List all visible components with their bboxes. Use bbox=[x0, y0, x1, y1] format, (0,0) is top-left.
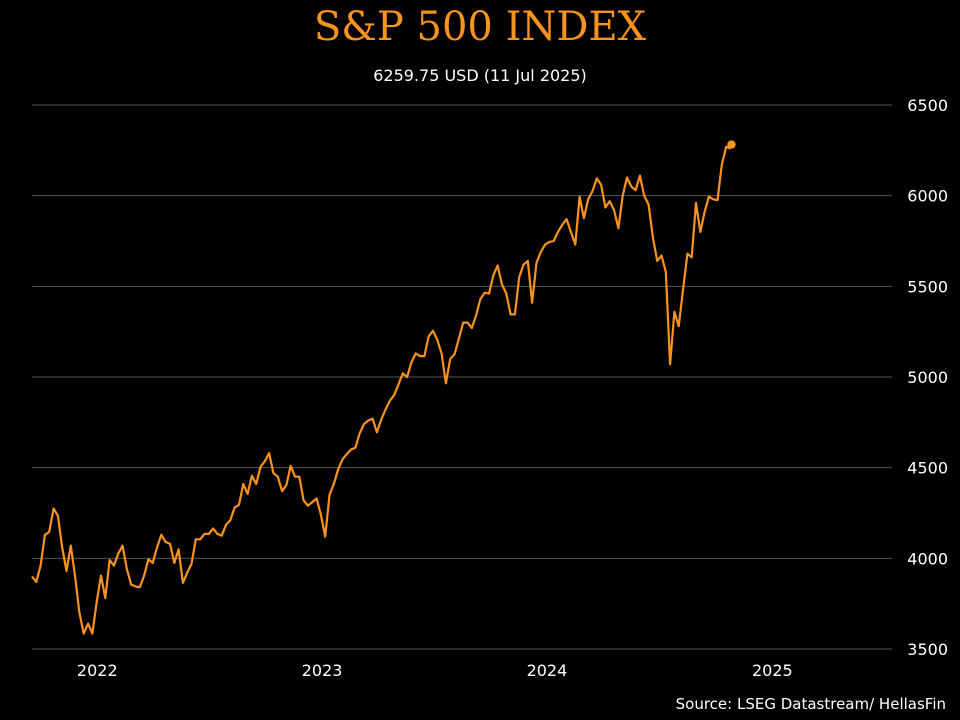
x-tick-label: 2024 bbox=[527, 661, 568, 680]
series-layer bbox=[31, 140, 736, 635]
y-tick-label: 6000 bbox=[907, 187, 948, 206]
x-tick-label: 2022 bbox=[77, 661, 118, 680]
series-line bbox=[31, 145, 731, 635]
y-tick-label: 4000 bbox=[907, 549, 948, 568]
y-tick-label: 5000 bbox=[907, 368, 948, 387]
y-tick-label: 4500 bbox=[907, 459, 948, 478]
y-tick-label: 5500 bbox=[907, 277, 948, 296]
y-tick-label: 3500 bbox=[907, 640, 948, 659]
y-axis-ticks: 3500 4000 4500 5000 5500 6000 6500 bbox=[907, 96, 948, 659]
x-tick-label: 2023 bbox=[302, 661, 343, 680]
chart-title: S&P 500 INDEX bbox=[313, 4, 647, 50]
last-value-marker bbox=[727, 140, 736, 149]
source-note: Source: LSEG Datastream/ HellasFin bbox=[675, 695, 946, 713]
gridlines bbox=[32, 104, 892, 650]
y-tick-label: 6500 bbox=[907, 96, 948, 115]
x-tick-label: 2025 bbox=[752, 661, 793, 680]
x-axis-ticks: 2022 2023 2024 2025 bbox=[77, 661, 793, 680]
chart-subtitle: 6259.75 USD (11 Jul 2025) bbox=[373, 66, 587, 85]
